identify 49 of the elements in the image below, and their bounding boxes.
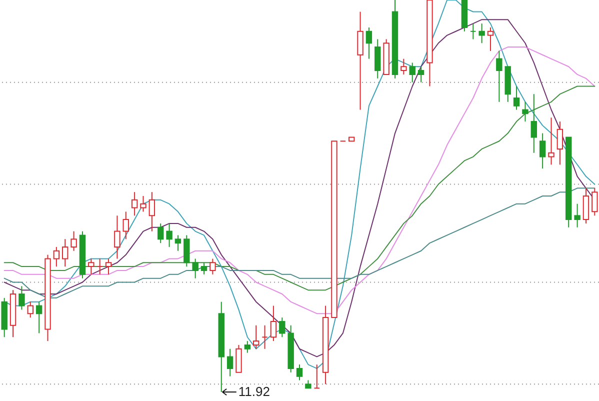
candlestick <box>487 26 494 52</box>
candlestick <box>70 230 77 252</box>
candlestick <box>105 258 112 275</box>
candlestick <box>236 344 242 373</box>
candlestick <box>548 117 554 166</box>
candlestick <box>184 234 190 268</box>
candlestick <box>582 188 590 224</box>
candlestick <box>157 222 164 244</box>
candlestick <box>62 238 68 268</box>
candlestick <box>36 301 42 334</box>
candlestick <box>279 317 286 338</box>
candlestick <box>210 258 216 275</box>
candlestick <box>314 364 320 389</box>
annotation: 11.92 <box>238 384 270 399</box>
candlestick <box>131 192 138 216</box>
candlestick <box>556 121 564 166</box>
candlestick <box>18 286 25 310</box>
candlestick <box>148 192 156 232</box>
candlestick <box>522 101 528 122</box>
candlestick <box>270 305 277 342</box>
candlestick <box>166 222 172 248</box>
candlestick <box>496 50 502 102</box>
candlestick <box>96 258 103 275</box>
candlestick <box>574 203 580 228</box>
candlestick <box>262 324 268 350</box>
candlestick <box>513 86 520 110</box>
candlestick <box>252 324 260 350</box>
candlestick <box>418 66 424 83</box>
candlestick <box>114 215 120 260</box>
candlestick <box>470 23 476 40</box>
candlestick <box>400 58 407 75</box>
candlestick <box>88 258 94 275</box>
candlestick <box>200 262 208 275</box>
candlestick <box>27 301 34 318</box>
candlestick <box>140 196 146 212</box>
candlestick <box>192 258 198 279</box>
candlestick <box>409 62 416 83</box>
candlestick <box>530 94 537 154</box>
candlestick <box>539 132 546 170</box>
candlestick <box>357 11 364 110</box>
candlestick <box>374 38 381 79</box>
candlestick <box>366 26 372 60</box>
candlestick <box>244 340 251 354</box>
candlestick <box>226 348 234 377</box>
candlestick <box>53 246 60 268</box>
candlestick <box>478 23 485 44</box>
candlestick <box>122 211 129 240</box>
candlestick <box>296 364 303 381</box>
candlestick <box>174 234 182 252</box>
